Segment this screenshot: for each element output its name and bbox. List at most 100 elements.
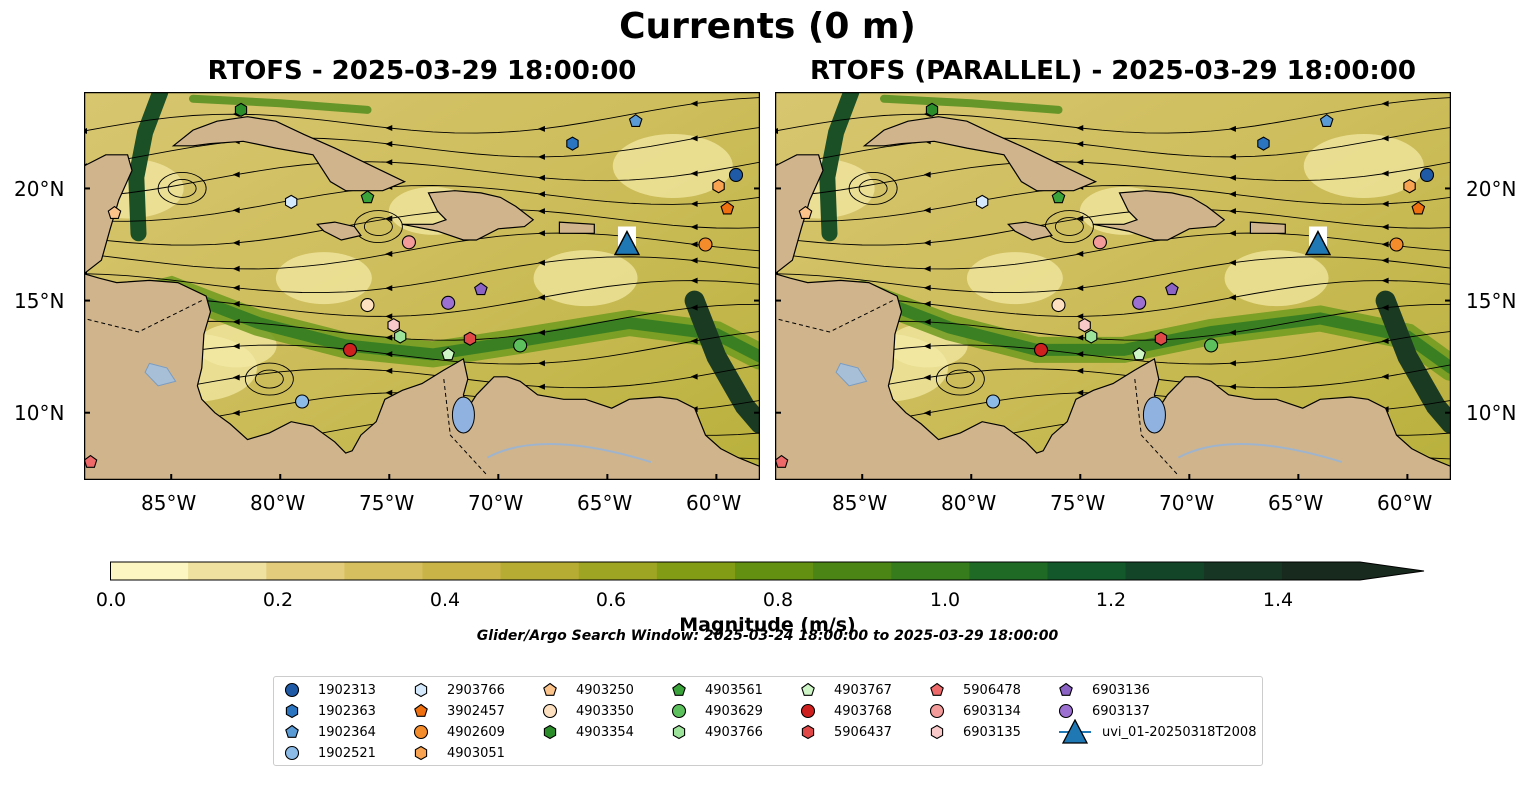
legend-label: 6903134 [963, 703, 1021, 719]
legend-marker-icon [1058, 703, 1074, 719]
legend-marker-icon [801, 682, 815, 696]
lon-tick-right-65: 65°W [1268, 491, 1324, 515]
legend-label: 4903768 [834, 703, 892, 719]
colorbar-segment [188, 562, 267, 580]
float-marker-4903767[interactable] [441, 347, 455, 361]
float-marker-4903354[interactable] [234, 102, 248, 118]
legend-item-5906437: 5906437 [800, 723, 892, 741]
float-marker-4903629[interactable] [513, 338, 528, 353]
legend-item-4903766: 4903766 [671, 723, 763, 741]
colorbar [110, 561, 1425, 581]
colorbar-tick-1-0: 1.0 [929, 589, 961, 611]
lon-tick-left-80: 80°W [250, 491, 306, 515]
float-marker-1902364[interactable] [628, 114, 643, 127]
legend-marker-icon [1059, 682, 1073, 696]
legend-marker-icon [413, 724, 429, 740]
float-marker-1902521[interactable] [295, 394, 310, 409]
colorbar-tick-1-2: 1.2 [1095, 589, 1127, 611]
float-marker-5906437[interactable] [463, 331, 477, 346]
float-marker-4903250[interactable] [798, 205, 813, 219]
float-marker-2903766[interactable] [284, 194, 298, 210]
float-marker-4903629[interactable] [1204, 338, 1219, 353]
legend-marker-icon [414, 682, 428, 698]
legend-item-4903767: 4903767 [800, 681, 892, 699]
float-marker-1902363[interactable] [1257, 136, 1270, 151]
legend-item-4903250: 4903250 [542, 681, 634, 699]
legend-item-uvi_01-20250318T2008: uvi_01-20250318T2008 [1058, 719, 1256, 745]
float-marker-6903137[interactable] [1132, 295, 1147, 310]
legend-item-1902364: 1902364 [284, 723, 376, 741]
float-marker-4902609[interactable] [1389, 237, 1404, 252]
lon-tick-right-75: 75°W [1050, 491, 1106, 515]
float-marker-4902609[interactable] [698, 237, 713, 252]
float-marker-4903561[interactable] [360, 190, 375, 204]
figure-title: Currents (0 m) [619, 6, 916, 47]
legend-label: uvi_01-20250318T2008 [1102, 724, 1257, 740]
float-marker-2903766[interactable] [975, 194, 989, 210]
legend-item-5906478: 5906478 [929, 681, 1021, 699]
glider-marker[interactable] [613, 229, 641, 256]
float-marker-1902521[interactable] [986, 394, 1001, 409]
legend-marker-icon [930, 724, 944, 740]
colorbar-tick-0-2: 0.2 [262, 589, 294, 611]
colorbar-tick-0: 0.0 [95, 589, 127, 611]
colorbar-segment [500, 562, 580, 580]
float-marker-4903350[interactable] [360, 298, 375, 313]
float-marker-6903135[interactable] [1078, 318, 1091, 333]
float-marker-4903768[interactable] [1033, 342, 1049, 357]
float-marker-6903136[interactable] [474, 282, 488, 296]
legend-item-1902313: 1902313 [284, 681, 376, 699]
float-marker-4903350[interactable] [1051, 298, 1066, 313]
float-marker-1902313[interactable] [728, 167, 744, 183]
lat-tick-right-20: 20°N [1466, 177, 1517, 201]
lat-tick-left-20: 20°N [14, 177, 65, 201]
float-marker-4903250[interactable] [107, 205, 122, 219]
legend-marker-icon [414, 745, 428, 761]
legend-item-2903766: 2903766 [413, 681, 505, 699]
float-marker-3902457[interactable] [720, 201, 735, 215]
legend-item-4903350: 4903350 [542, 702, 634, 720]
float-marker-1902364[interactable] [1319, 114, 1334, 127]
float-marker-5906478[interactable] [775, 454, 789, 468]
legend-label: 1902521 [318, 745, 376, 761]
legend-label: 1902313 [318, 682, 376, 698]
float-marker-5906437[interactable] [1154, 331, 1168, 346]
legend-item-1902363: 1902363 [284, 702, 376, 720]
legend-marker-icon [800, 703, 816, 719]
glider-marker[interactable] [1304, 229, 1332, 256]
legend-marker-icon [285, 724, 299, 738]
float-marker-6903135[interactable] [387, 318, 400, 333]
float-marker-6903137[interactable] [441, 295, 456, 310]
float-marker-4903561[interactable] [1051, 190, 1066, 204]
float-marker-1902363[interactable] [566, 136, 579, 151]
float-marker-4903051[interactable] [712, 179, 725, 194]
legend-label: 6903136 [1092, 682, 1150, 698]
legend-item-4903629: 4903629 [671, 702, 763, 720]
float-marker-4903051[interactable] [1403, 179, 1416, 194]
legend-label: 4903766 [705, 724, 763, 740]
colorbar-tick-0-8: 0.8 [762, 589, 794, 611]
colorbar-tick-0-6: 0.6 [595, 589, 627, 611]
float-marker-4903766[interactable] [394, 329, 407, 344]
float-marker-6903134[interactable] [1092, 235, 1107, 250]
float-marker-6903136[interactable] [1165, 282, 1179, 296]
legend-marker-icon [801, 724, 815, 740]
legend-label: 5906437 [834, 724, 892, 740]
colorbar-label: Magnitude (m/s) [679, 614, 856, 636]
float-marker-1902313[interactable] [1419, 167, 1435, 183]
float-marker-4903766[interactable] [1085, 329, 1098, 344]
legend-marker-icon [414, 703, 428, 717]
float-marker-6903134[interactable] [401, 235, 416, 250]
float-marker-4903768[interactable] [342, 342, 358, 357]
legend-item-4902609: 4902609 [413, 723, 505, 741]
float-marker-4903767[interactable] [1132, 347, 1146, 361]
legend-label: 4903250 [576, 682, 634, 698]
legend-item-4903768: 4903768 [800, 702, 892, 720]
colorbar-segment [422, 562, 502, 580]
lon-tick-left-85: 85°W [141, 491, 197, 515]
legend-label: 2903766 [447, 682, 505, 698]
float-marker-5906478[interactable] [84, 454, 98, 468]
float-marker-4903354[interactable] [925, 102, 939, 118]
lat-tick-left-15: 15°N [14, 289, 65, 313]
float-marker-3902457[interactable] [1411, 201, 1426, 215]
